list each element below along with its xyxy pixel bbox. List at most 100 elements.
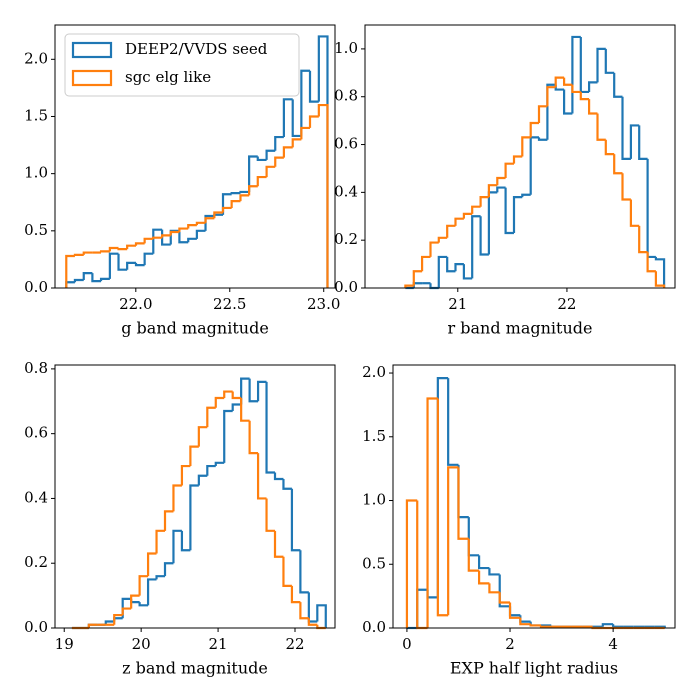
histogram-step [477, 570, 490, 585]
histogram-step [488, 583, 500, 594]
histogram-step [82, 251, 93, 255]
histogram-step [404, 284, 414, 288]
histogram-step [256, 156, 267, 162]
histogram-step [206, 406, 216, 428]
histogram-step [420, 255, 431, 272]
histogram-step [529, 121, 539, 138]
histogram-step [638, 125, 648, 160]
histogram-step [65, 281, 75, 288]
histogram-step [126, 261, 136, 270]
histogram-step [596, 113, 606, 141]
histogram-step [169, 230, 180, 236]
histogram-step [152, 236, 163, 239]
x-tick-label: 21 [209, 635, 228, 653]
histogram-step [121, 607, 132, 616]
histogram-step [317, 35, 329, 288]
histogram-step [195, 229, 206, 239]
histogram-step [197, 474, 208, 486]
histogram-step [429, 283, 439, 290]
histogram-step [554, 84, 565, 91]
histogram-step [629, 124, 640, 159]
histogram-step [172, 484, 182, 512]
x-axis-label: r band magnitude [448, 319, 593, 338]
histogram-step [213, 213, 223, 216]
histogram-step [436, 377, 449, 598]
histogram-step [646, 158, 656, 259]
histogram-step [546, 83, 556, 140]
histogram-step [562, 89, 573, 115]
histogram-step [146, 552, 157, 577]
legend-label: DEEP2/VVDS seed [125, 40, 268, 58]
histogram-step [571, 84, 581, 94]
histogram-step [317, 103, 329, 288]
histogram-step [587, 81, 598, 92]
histogram-step [462, 264, 473, 280]
histogram-step [454, 262, 464, 272]
histogram-step [180, 530, 191, 552]
y-tick-label: 1.5 [24, 106, 48, 124]
histogram-step [143, 252, 154, 266]
histogram-step [87, 623, 98, 628]
histogram-step [223, 390, 233, 399]
histogram-step [416, 500, 428, 630]
histogram-step [178, 227, 189, 232]
x-tick-label: 22.5 [213, 295, 246, 313]
x-tick-label: 22 [557, 295, 576, 313]
histogram-step [291, 99, 302, 138]
histogram-step [300, 126, 311, 140]
histogram-step [571, 35, 581, 114]
histogram-step [189, 445, 199, 467]
histogram-step [130, 598, 140, 604]
histogram-step [512, 196, 523, 234]
histogram-step [596, 47, 606, 83]
histogram-step [265, 498, 275, 532]
y-tick-label: 0.4 [24, 488, 48, 506]
histogram-step [546, 86, 556, 107]
histogram-step [273, 472, 284, 481]
histogram-step [579, 36, 590, 94]
histogram-step [230, 199, 241, 208]
histogram-step [265, 165, 276, 178]
y-tick-label: 0.2 [24, 553, 48, 571]
histogram-step [99, 250, 110, 253]
histogram-step [488, 568, 500, 576]
histogram-step [613, 154, 623, 175]
histogram-step [265, 381, 275, 474]
y-tick-label: 0.4 [334, 182, 358, 200]
histogram-step [143, 237, 154, 244]
histogram-step [601, 623, 614, 627]
legend-swatch [71, 69, 113, 87]
histogram-step [204, 217, 215, 223]
histogram-step [117, 253, 128, 271]
histogram-step [146, 578, 157, 606]
y-tick-label: 0.0 [24, 278, 48, 296]
histogram-step [426, 589, 438, 599]
histogram-step [477, 555, 490, 570]
histogram-step [214, 461, 225, 467]
histogram-step [134, 262, 145, 267]
histogram-step [562, 77, 573, 86]
histogram-step [230, 191, 241, 195]
histogram-step [471, 215, 481, 279]
histogram-step [108, 246, 119, 252]
y-tick-label: 0.6 [334, 135, 358, 153]
histogram-step [187, 224, 197, 229]
histogram-step [454, 217, 464, 226]
histogram-step [197, 426, 208, 447]
histogram-step [134, 242, 145, 246]
histogram-step [161, 229, 171, 246]
histogram-step [206, 464, 216, 476]
histogram-step [487, 191, 498, 255]
histogram-step [213, 211, 223, 219]
histogram-step [529, 624, 541, 627]
histogram-step [519, 615, 531, 623]
y-tick-label: 2.0 [362, 363, 386, 381]
y-tick-label: 0.0 [362, 618, 386, 636]
histogram-step [239, 194, 250, 202]
y-tick-label: 0.6 [24, 424, 48, 442]
x-tick-label: 2 [505, 635, 515, 653]
histogram-step [273, 530, 284, 558]
histogram-step [457, 464, 469, 519]
x-tick-label: 21 [448, 295, 467, 313]
